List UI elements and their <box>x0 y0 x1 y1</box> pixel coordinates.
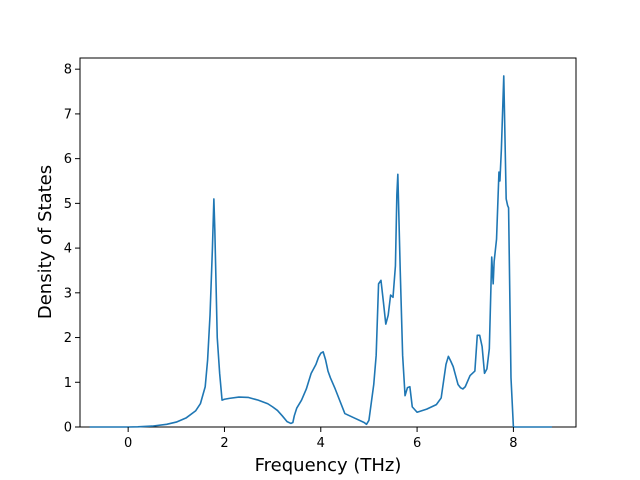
series-layer <box>89 75 552 428</box>
x-tick-label: 8 <box>509 436 517 451</box>
x-tick-label: 0 <box>124 436 132 451</box>
y-tick-label: 7 <box>64 107 72 122</box>
dos-series-line <box>89 75 552 428</box>
y-tick-label: 1 <box>64 376 72 391</box>
x-axis-ticks: 0 2 4 6 8 <box>124 427 518 451</box>
y-axis-label: Density of States <box>35 165 56 319</box>
y-axis-ticks: 0 1 2 3 4 5 6 7 8 <box>64 63 80 436</box>
x-axis-label: Frequency (THz) <box>255 455 402 476</box>
y-tick-label: 4 <box>64 242 72 257</box>
axes-frame <box>79 57 577 428</box>
y-tick-label: 2 <box>64 331 72 346</box>
y-tick-label: 8 <box>64 63 72 78</box>
y-tick-label: 5 <box>64 197 72 212</box>
y-tick-label: 3 <box>64 286 72 301</box>
plot-area <box>79 57 577 428</box>
x-tick-label: 4 <box>317 436 325 451</box>
x-tick-label: 6 <box>413 436 421 451</box>
y-tick-label: 6 <box>64 152 72 167</box>
x-tick-label: 2 <box>220 436 228 451</box>
y-tick-label: 0 <box>64 421 72 436</box>
